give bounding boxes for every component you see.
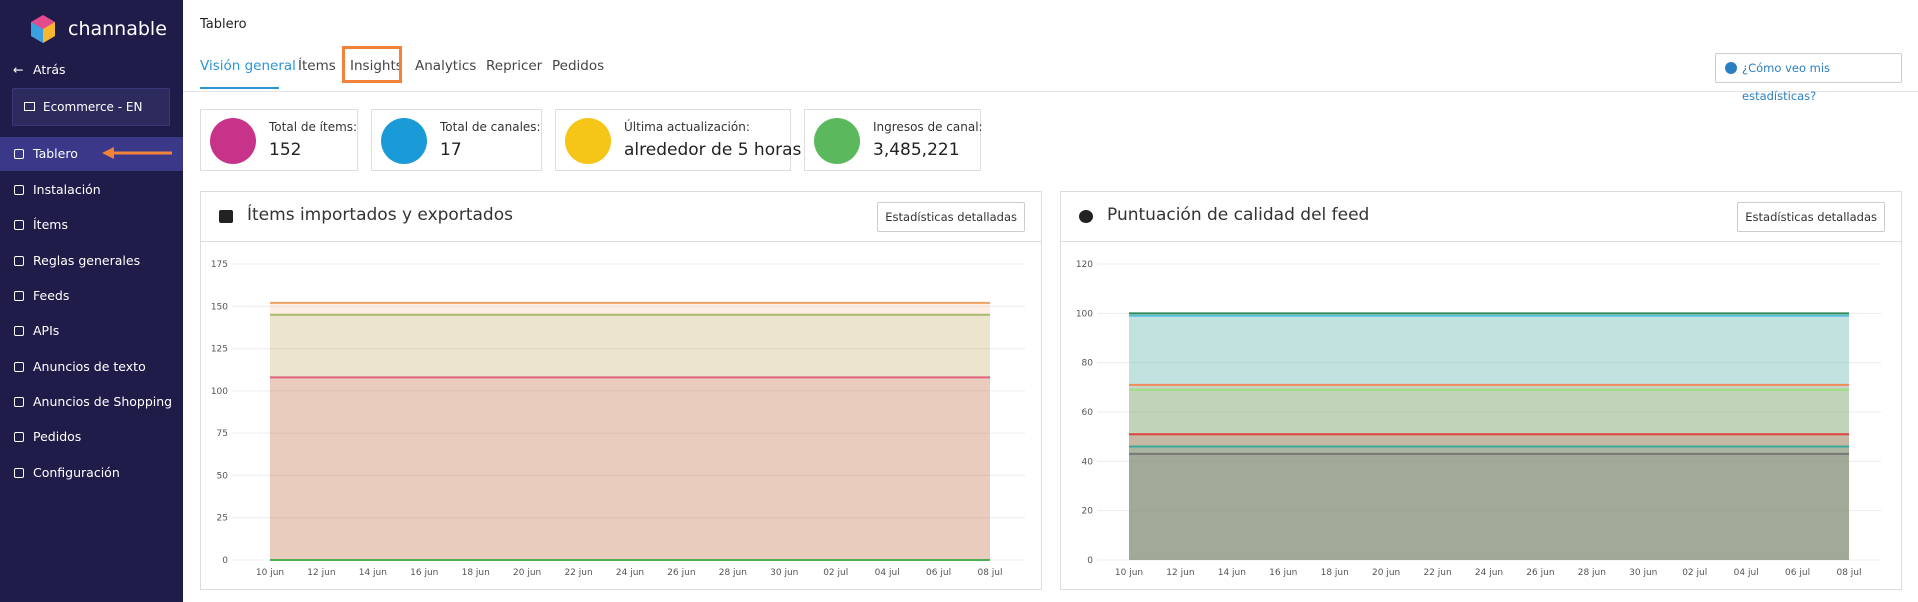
nav-label: Anuncios de texto <box>33 359 146 374</box>
nav-icon <box>14 397 24 407</box>
stat-card: Total de canales: 17 <box>371 109 542 171</box>
nav-item[interactable]: Ítems <box>0 208 183 242</box>
nav-label: Instalación <box>33 182 101 197</box>
sidebar: channable ← Atrás Ecommerce - EN Tablero I… <box>0 0 183 602</box>
nav-icon <box>14 432 24 442</box>
nav-label: Ítems <box>33 217 68 232</box>
logo-icon <box>31 15 55 43</box>
stat-label: Ingresos de canal: <box>873 120 983 134</box>
logo-text: channable <box>68 18 167 40</box>
project-selector[interactable]: Ecommerce - EN <box>12 88 170 126</box>
nav-item[interactable]: Anuncios de texto <box>0 350 183 384</box>
panel-header <box>201 192 1041 242</box>
stat-value: 3,485,221 <box>873 140 960 160</box>
panel-header <box>1061 192 1901 242</box>
nav-label: APIs <box>33 323 60 338</box>
arrow-annotation <box>102 147 172 159</box>
nav-item[interactable]: Pedidos <box>0 420 183 454</box>
chart-title: Ítems importados y exportados <box>247 205 513 225</box>
page-title: Tablero <box>200 17 247 32</box>
nav-item[interactable]: Feeds <box>0 279 183 313</box>
help-button[interactable]: ¿Cómo veo mis estadísticas? <box>1715 53 1902 103</box>
nav-icon <box>14 185 24 195</box>
stat-icon <box>565 118 611 164</box>
stat-value: alrededor de 5 horas <box>624 140 802 160</box>
back-link[interactable]: ← Atrás <box>13 62 66 77</box>
stat-label: Última actualización: <box>624 120 750 134</box>
nav-label: Configuración <box>33 465 120 480</box>
nav-item[interactable]: Configuración <box>0 456 183 490</box>
stat-icon <box>381 118 427 164</box>
nav-icon <box>14 326 24 336</box>
active-tab-underline <box>200 87 279 89</box>
nav-label: Feeds <box>33 288 70 303</box>
header-border <box>183 91 1918 92</box>
stat-card: Ingresos de canal: 3,485,221 <box>804 109 983 171</box>
details-button[interactable]: Estadísticas detalladas <box>877 202 1025 232</box>
stat-label: Total de canales: <box>440 120 541 134</box>
nav-icon <box>14 468 24 478</box>
stat-icon <box>210 118 256 164</box>
nav-item[interactable]: Anuncios de Shopping <box>0 385 183 419</box>
chart-title: Puntuación de calidad del feed <box>1107 205 1370 225</box>
nav-label: Anuncios de Shopping <box>33 394 173 409</box>
panel-icon <box>1079 210 1093 223</box>
tab[interactable]: Repricer <box>486 58 543 74</box>
nav-icon <box>14 149 24 159</box>
stat-value: 152 <box>269 140 302 160</box>
stat-icon <box>814 118 860 164</box>
stat-label: Total de ítems: <box>269 120 358 134</box>
panel-icon <box>219 210 233 223</box>
tab[interactable]: Ítems <box>298 58 336 74</box>
highlight-box <box>342 46 402 83</box>
tab[interactable]: Insights <box>350 58 403 74</box>
nav-label: Reglas generales <box>33 253 141 268</box>
details-button[interactable]: Estadísticas detalladas <box>1737 202 1885 232</box>
nav-icon <box>14 220 24 230</box>
tab[interactable]: Analytics <box>415 58 477 74</box>
stat-value: 17 <box>440 140 462 160</box>
nav-item[interactable]: Tablero <box>0 137 183 171</box>
nav-label: Pedidos <box>33 429 82 444</box>
nav-item[interactable]: Instalación <box>0 173 183 207</box>
nav-item[interactable]: Reglas generales <box>0 244 183 278</box>
nav-label: Tablero <box>33 146 78 161</box>
stat-card: Última actualización: alrededor de 5 hora… <box>555 109 801 171</box>
nav-icon <box>14 362 24 372</box>
nav-icon <box>14 256 24 266</box>
stat-card: Total de ítems: 152 <box>200 109 358 171</box>
nav-icon <box>14 291 24 301</box>
chart-panel: Ítems importados y exportados Estadística… <box>200 191 1042 590</box>
nav-item[interactable]: APIs <box>0 314 183 348</box>
tab[interactable]: Pedidos <box>552 58 605 74</box>
chart-panel: Puntuación de calidad del feed Estadístic… <box>1060 191 1902 590</box>
tab[interactable]: Visión general <box>200 58 296 74</box>
